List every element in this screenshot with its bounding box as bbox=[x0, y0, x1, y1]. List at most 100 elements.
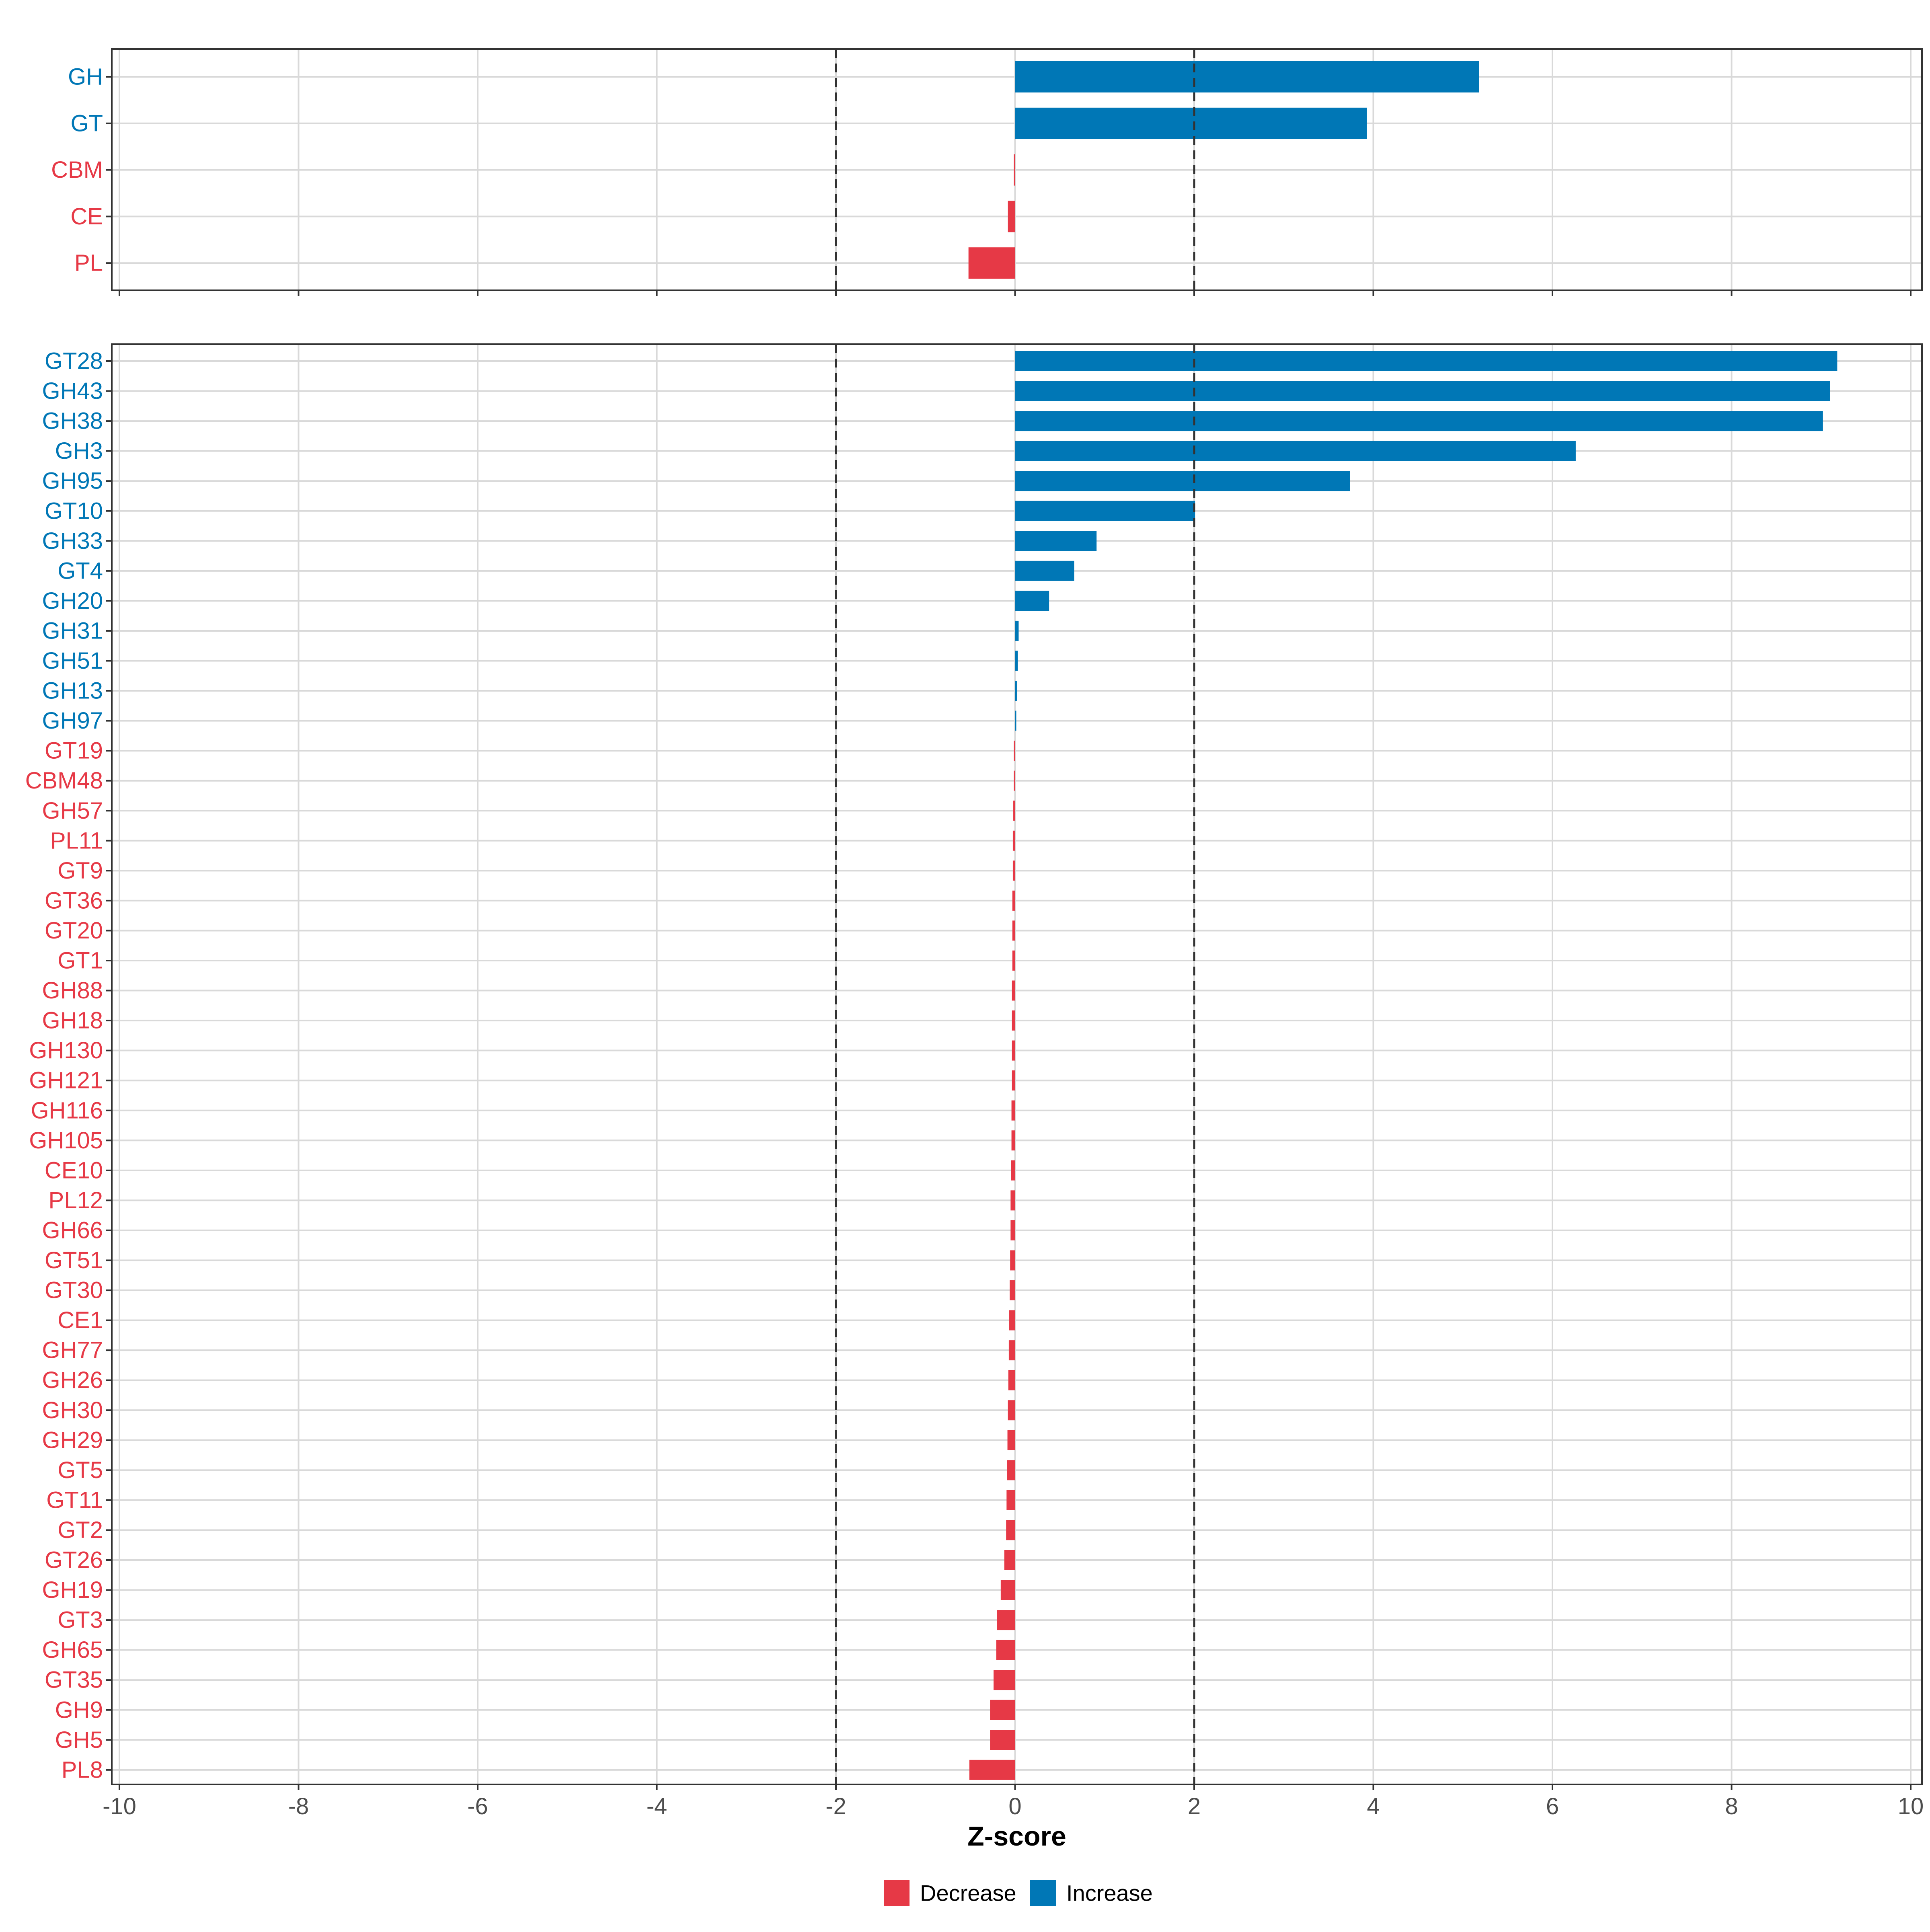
category-label-gt9: GT9 bbox=[57, 858, 103, 884]
x-tick-label: 0 bbox=[1008, 1793, 1021, 1819]
category-label-gh43: GH43 bbox=[42, 378, 103, 404]
x-tick-label: -10 bbox=[103, 1793, 136, 1819]
category-label-gh57: GH57 bbox=[42, 798, 103, 824]
category-label-gh20: GH20 bbox=[42, 588, 103, 614]
category-label-gh51: GH51 bbox=[42, 648, 103, 674]
bar-gt bbox=[1015, 107, 1367, 139]
bar-pl11 bbox=[1012, 830, 1015, 851]
category-label-gh121: GH121 bbox=[29, 1068, 103, 1094]
bar-gh116 bbox=[1011, 1100, 1015, 1121]
x-tick-label: -6 bbox=[467, 1793, 488, 1819]
category-label-gh19: GH19 bbox=[42, 1577, 103, 1603]
category-label-gh3: GH3 bbox=[55, 438, 103, 464]
category-label-cbm48: CBM48 bbox=[25, 768, 103, 794]
category-label-gt1: GT1 bbox=[57, 948, 103, 974]
bar-ce bbox=[1008, 201, 1015, 232]
legend-label-increase: Increase bbox=[1066, 1881, 1153, 1906]
bar-ce1 bbox=[1009, 1310, 1015, 1330]
category-label-gh9: GH9 bbox=[55, 1697, 103, 1723]
bar-gt10 bbox=[1015, 501, 1195, 521]
category-label-gt51: GT51 bbox=[45, 1247, 103, 1273]
bar-gh3 bbox=[1015, 441, 1576, 461]
bar-gh19 bbox=[1000, 1580, 1015, 1600]
category-label-gt10: GT10 bbox=[45, 498, 103, 524]
category-label-pl8: PL8 bbox=[62, 1757, 103, 1783]
category-label-gh33: GH33 bbox=[42, 528, 103, 554]
panel-border bbox=[111, 343, 1923, 1785]
category-label-gt26: GT26 bbox=[45, 1547, 103, 1573]
bar-gt51 bbox=[1010, 1250, 1015, 1271]
bar-gh77 bbox=[1008, 1340, 1015, 1361]
legend-label-decrease: Decrease bbox=[920, 1881, 1016, 1906]
bar-cbm48 bbox=[1014, 770, 1015, 791]
category-label-gh130: GH130 bbox=[29, 1037, 103, 1064]
bar-gt19 bbox=[1014, 741, 1015, 761]
category-label-gt19: GT19 bbox=[45, 738, 103, 764]
category-label-pl12: PL12 bbox=[49, 1187, 103, 1213]
bar-gt28 bbox=[1015, 351, 1838, 371]
bar-gh9 bbox=[990, 1700, 1015, 1720]
bar-gh97 bbox=[1015, 710, 1016, 731]
category-label-gh13: GH13 bbox=[42, 678, 103, 704]
category-label-gh29: GH29 bbox=[42, 1427, 103, 1453]
x-tick-label: -8 bbox=[288, 1793, 309, 1819]
bar-gh33 bbox=[1015, 531, 1097, 551]
category-label-gh26: GH26 bbox=[42, 1367, 103, 1393]
x-tick-label: 6 bbox=[1546, 1793, 1559, 1819]
category-label-gh97: GH97 bbox=[42, 708, 103, 734]
category-label-gh95: GH95 bbox=[42, 468, 103, 494]
category-label-cbm: CBM bbox=[51, 157, 103, 183]
legend-swatch-decrease bbox=[884, 1880, 910, 1906]
bar-gt9 bbox=[1012, 860, 1015, 881]
category-label-gh116: GH116 bbox=[31, 1097, 103, 1123]
bar-gt26 bbox=[1004, 1550, 1015, 1570]
bar-gh105 bbox=[1011, 1130, 1015, 1151]
category-label-gh88: GH88 bbox=[42, 977, 103, 1004]
x-axis: -10 -8 -6 -4 -2 0 2 4 6 8 10 bbox=[103, 1793, 1924, 1819]
bar-gh65 bbox=[996, 1640, 1015, 1660]
x-axis-title: Z-score bbox=[967, 1821, 1066, 1852]
category-label-gt20: GT20 bbox=[45, 918, 103, 944]
bar-gt5 bbox=[1007, 1460, 1015, 1480]
legend: Decrease Increase bbox=[884, 1880, 1153, 1906]
category-label-ce: CE bbox=[70, 203, 103, 230]
bar-gh57 bbox=[1013, 801, 1015, 821]
bar-pl bbox=[968, 247, 1015, 279]
bar-cbm bbox=[1014, 154, 1015, 186]
category-label-gt35: GT35 bbox=[45, 1667, 103, 1693]
category-label-ce1: CE1 bbox=[57, 1307, 103, 1333]
bar-gt2 bbox=[1006, 1520, 1015, 1540]
bar-gh31 bbox=[1015, 620, 1019, 641]
top-panel: GH GT CBM CE PL bbox=[51, 48, 1923, 296]
bar-gh29 bbox=[1007, 1430, 1015, 1450]
bar-gh26 bbox=[1008, 1370, 1015, 1390]
panel-background bbox=[112, 344, 1922, 1784]
bar-gh bbox=[1015, 61, 1479, 92]
bar-gt11 bbox=[1006, 1490, 1015, 1510]
bar-gt30 bbox=[1010, 1280, 1015, 1301]
category-label-gh105: GH105 bbox=[29, 1127, 103, 1154]
bar-gh88 bbox=[1012, 980, 1015, 1001]
category-label-gh65: GH65 bbox=[42, 1637, 103, 1663]
bar-gh130 bbox=[1012, 1040, 1015, 1061]
x-tick-label: -4 bbox=[647, 1793, 667, 1819]
bar-pl12 bbox=[1010, 1190, 1015, 1211]
bar-gh121 bbox=[1012, 1070, 1015, 1091]
bar-gh38 bbox=[1015, 411, 1823, 431]
bar-gh13 bbox=[1015, 681, 1017, 701]
bar-gt20 bbox=[1012, 920, 1015, 941]
category-label-gt: GT bbox=[70, 110, 103, 136]
category-label-gh30: GH30 bbox=[42, 1397, 103, 1423]
category-label-gh31: GH31 bbox=[42, 618, 103, 644]
category-label-gh: GH bbox=[68, 64, 103, 90]
bar-gh5 bbox=[990, 1730, 1015, 1750]
bar-gt3 bbox=[997, 1610, 1015, 1630]
category-label-gt5: GT5 bbox=[57, 1457, 103, 1483]
category-label-pl: PL bbox=[74, 250, 103, 276]
x-tick-label: 8 bbox=[1725, 1793, 1738, 1819]
x-tick-label: 10 bbox=[1898, 1793, 1924, 1819]
x-tick-label: 4 bbox=[1367, 1793, 1380, 1819]
bar-gh51 bbox=[1015, 651, 1018, 671]
x-tick-label: -2 bbox=[825, 1793, 846, 1819]
